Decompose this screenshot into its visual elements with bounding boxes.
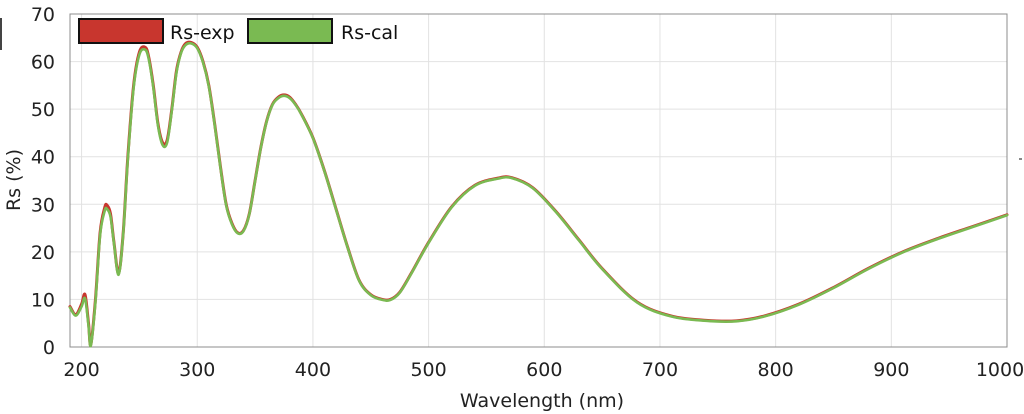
series-line-rs-cal — [68, 41, 1009, 348]
x-axis-title: Wavelength (nm) — [460, 390, 624, 412]
y-tick-label: 30 — [31, 194, 55, 216]
plot-frame — [69, 13, 1008, 348]
x-tick-label: 300 — [179, 359, 215, 381]
series-lines — [68, 40, 1009, 348]
x-tick-label: 400 — [295, 359, 331, 381]
x-tick-label: 1000 — [976, 359, 1024, 381]
x-axis-ticks: 200 300 400 500 600 700 800 900 1000 — [63, 359, 1024, 381]
left-edge-mark — [0, 18, 2, 50]
legend-swatch-rs-cal — [247, 18, 333, 44]
y-tick-label: 10 — [31, 289, 55, 311]
x-tick-label: 200 — [63, 359, 99, 381]
y-tick-label: 70 — [31, 4, 55, 26]
y-tick-label: 40 — [31, 147, 55, 169]
x-tick-label: 500 — [410, 359, 446, 381]
x-tick-label: 800 — [758, 359, 794, 381]
legend: Rs-exp Rs-cal — [78, 18, 398, 44]
y-tick-label: 0 — [43, 337, 55, 359]
right-edge-mark — [1019, 158, 1022, 160]
legend-swatch-rs-exp — [78, 18, 164, 44]
legend-label-rs-exp: Rs-exp — [170, 22, 235, 44]
y-tick-label: 50 — [31, 99, 55, 121]
y-tick-label: 60 — [31, 52, 55, 74]
y-axis-title: Rs (%) — [3, 149, 25, 211]
y-tick-label: 20 — [31, 242, 55, 264]
x-tick-label: 900 — [873, 359, 909, 381]
y-axis-ticks: 0 10 20 30 40 50 60 70 — [31, 4, 55, 359]
grid-lines — [70, 14, 1007, 347]
legend-label-rs-cal: Rs-cal — [341, 22, 398, 44]
x-tick-label: 600 — [526, 359, 562, 381]
x-tick-label: 700 — [642, 359, 678, 381]
